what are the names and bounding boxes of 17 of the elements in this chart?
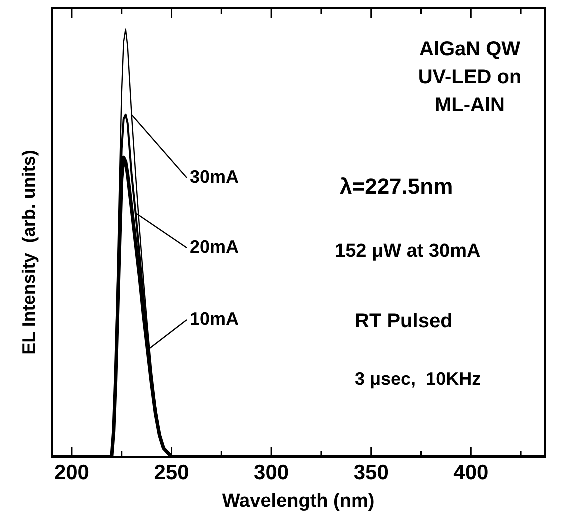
- annotation: AlGaN QW: [419, 38, 521, 61]
- x-tick-label: 300: [254, 461, 290, 484]
- text: 10mA: [190, 308, 240, 329]
- x-tick-label: 350: [354, 461, 389, 484]
- annotation: 152 μW at 30mA: [335, 241, 482, 262]
- x-tick-label: 400: [454, 461, 489, 484]
- y-axis-title: EL Intensity (arb. units): [18, 150, 39, 355]
- x-axis-title: Wavelength (nm): [222, 490, 375, 512]
- x-tick-label: 250: [154, 461, 190, 484]
- annotation: ML-AlN: [435, 94, 505, 117]
- annotation: UV-LED on: [418, 66, 522, 89]
- text: 20mA: [190, 236, 240, 257]
- annotation: RT Pulsed: [355, 310, 453, 333]
- annotation: λ=227.5nm: [340, 174, 454, 200]
- text: 30mA: [190, 166, 240, 187]
- x-tick-label: 200: [54, 461, 90, 484]
- annotation: 3 μsec, 10KHz: [355, 368, 482, 389]
